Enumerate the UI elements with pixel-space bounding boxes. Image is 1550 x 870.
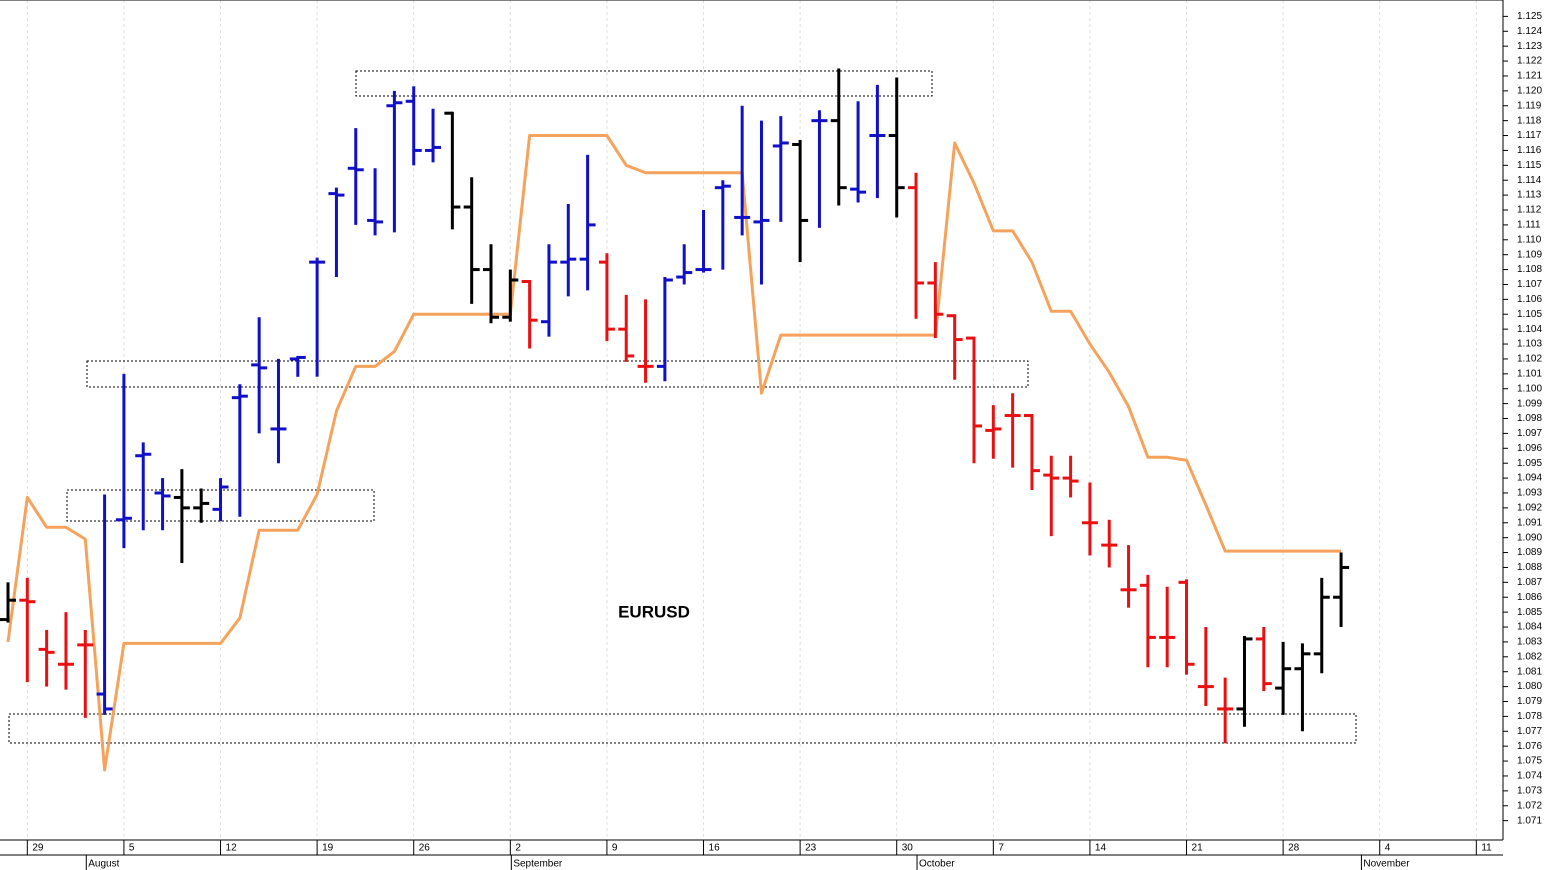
y-tick-label: 1.098 xyxy=(1517,413,1542,424)
y-tick-label: 1.104 xyxy=(1517,324,1542,335)
y-tick-label: 1.124 xyxy=(1517,26,1542,37)
y-tick-label: 1.096 xyxy=(1517,443,1542,454)
zone xyxy=(86,360,1029,388)
month-label: August xyxy=(88,859,119,870)
y-tick-label: 1.114 xyxy=(1517,175,1542,186)
indicator-line xyxy=(6,134,1342,772)
y-tick-label: 1.082 xyxy=(1517,651,1542,662)
zone xyxy=(8,713,1357,744)
y-tick-label: 1.120 xyxy=(1517,85,1542,96)
y-tick-label: 1.088 xyxy=(1517,562,1542,573)
y-tick-label: 1.079 xyxy=(1517,696,1542,707)
y-tick-label: 1.087 xyxy=(1517,577,1542,588)
y-tick-label: 1.091 xyxy=(1517,517,1542,528)
x-tick-label: 23 xyxy=(805,843,817,854)
y-tick-label: 1.119 xyxy=(1517,100,1542,111)
y-tick-label: 1.122 xyxy=(1517,56,1542,67)
y-tick-label: 1.121 xyxy=(1517,71,1542,82)
y-tick-label: 1.095 xyxy=(1517,458,1542,469)
y-tick-label: 1.112 xyxy=(1517,205,1542,216)
y-tick-label: 1.080 xyxy=(1517,681,1542,692)
month-label: October xyxy=(919,859,955,870)
y-tick-label: 1.116 xyxy=(1517,145,1542,156)
y-tick-label: 1.092 xyxy=(1517,503,1542,514)
y-tick-label: 1.105 xyxy=(1517,309,1542,320)
y-tick-label: 1.093 xyxy=(1517,488,1542,499)
y-tick-label: 1.107 xyxy=(1517,279,1542,290)
y-tick-label: 1.097 xyxy=(1517,428,1542,439)
x-tick-label: 21 xyxy=(1192,843,1204,854)
x-tick-label: 5 xyxy=(129,843,135,854)
y-tick-label: 1.094 xyxy=(1517,473,1542,484)
month-label: November xyxy=(1363,859,1410,870)
y-tick-label: 1.086 xyxy=(1517,592,1542,603)
y-tick-label: 1.072 xyxy=(1517,800,1542,811)
y-tick-label: 1.113 xyxy=(1517,190,1542,201)
month-label: September xyxy=(513,859,563,870)
x-tick-label: 12 xyxy=(226,843,238,854)
x-tick-label: 7 xyxy=(998,843,1004,854)
chart-title: EURUSD xyxy=(618,602,690,621)
x-tick-label: 30 xyxy=(902,843,914,854)
y-tick-label: 1.115 xyxy=(1517,160,1542,171)
y-tick-label: 1.100 xyxy=(1517,383,1542,394)
y-tick-label: 1.106 xyxy=(1517,294,1542,305)
y-tick-label: 1.078 xyxy=(1517,711,1542,722)
y-tick-label: 1.071 xyxy=(1517,815,1542,826)
x-tick-label: 2 xyxy=(515,843,521,854)
y-tick-label: 1.099 xyxy=(1517,398,1542,409)
y-tick-label: 1.111 xyxy=(1517,220,1541,231)
y-tick-label: 1.083 xyxy=(1517,637,1542,648)
y-tick-label: 1.103 xyxy=(1517,339,1542,350)
y-tick-label: 1.084 xyxy=(1517,622,1542,633)
y-tick-label: 1.076 xyxy=(1517,741,1542,752)
y-tick-label: 1.075 xyxy=(1517,756,1542,767)
y-tick-label: 1.108 xyxy=(1517,264,1542,275)
y-tick-label: 1.101 xyxy=(1517,368,1542,379)
y-tick-label: 1.125 xyxy=(1517,11,1542,22)
x-tick-label: 28 xyxy=(1288,843,1300,854)
y-tick-label: 1.085 xyxy=(1517,607,1542,618)
zone xyxy=(355,70,933,97)
y-tick-label: 1.123 xyxy=(1517,41,1542,52)
y-tick-label: 1.089 xyxy=(1517,547,1542,558)
x-tick-label: 9 xyxy=(612,843,618,854)
y-tick-label: 1.090 xyxy=(1517,532,1542,543)
x-tick-label: 16 xyxy=(709,843,721,854)
y-tick-label: 1.109 xyxy=(1517,249,1542,260)
y-tick-label: 1.102 xyxy=(1517,354,1542,365)
x-tick-label: 14 xyxy=(1095,843,1107,854)
y-tick-label: 1.073 xyxy=(1517,785,1542,796)
y-tick-label: 1.081 xyxy=(1517,666,1542,677)
x-tick-label: 11 xyxy=(1481,843,1492,854)
y-tick-label: 1.077 xyxy=(1517,726,1542,737)
x-tick-label: 4 xyxy=(1385,843,1391,854)
x-tick-label: 29 xyxy=(32,843,44,854)
y-tick-label: 1.074 xyxy=(1517,771,1542,782)
y-tick-label: 1.118 xyxy=(1517,115,1542,126)
y-tick-label: 1.117 xyxy=(1517,130,1542,141)
x-tick-label: 26 xyxy=(419,843,431,854)
x-tick-label: 19 xyxy=(322,843,334,854)
y-tick-label: 1.110 xyxy=(1517,234,1542,245)
